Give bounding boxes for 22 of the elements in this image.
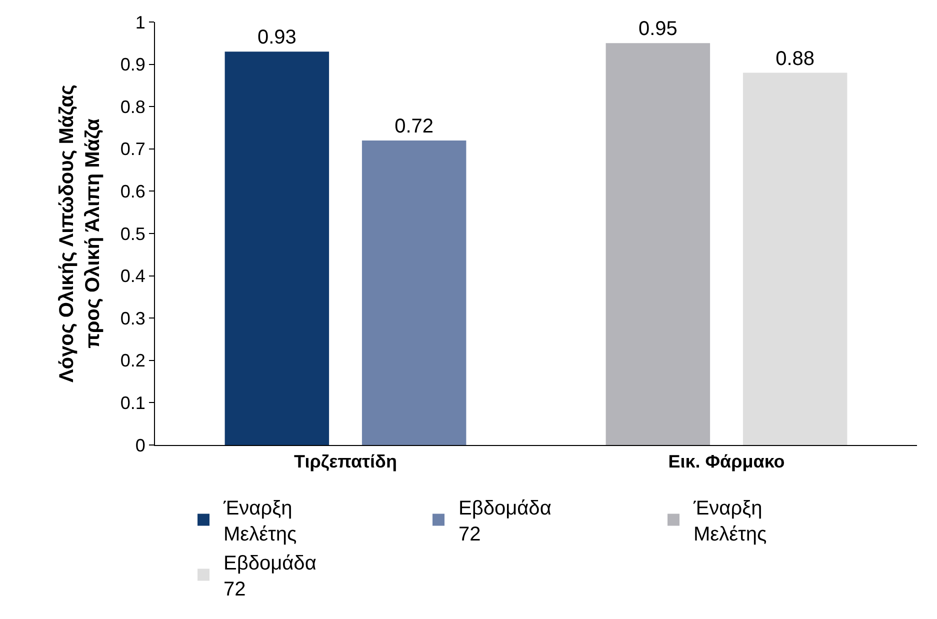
y-tick-label: 0	[135, 435, 146, 456]
legend-label: Έναρξη Μελέτης	[222, 498, 298, 546]
y-tick-label: 1	[135, 12, 146, 32]
data-label: 0.95	[638, 18, 678, 40]
data-label: 0.93	[257, 26, 296, 49]
y-tick-label: 0.1	[120, 393, 146, 413]
y-tick-label: 0.2	[120, 350, 146, 371]
x-tick-label: Εικ. Φάρμακο	[668, 452, 785, 472]
y-tick-label: 0.9	[120, 54, 146, 75]
y-tick-label: 0.7	[120, 139, 146, 160]
y-axis-title: Λόγος Ολικής Λιπώδους Μάζας προς Ολική Άλιπη Μάζα	[56, 84, 104, 382]
legend-label: Έναρξη Μελέτης	[692, 498, 768, 546]
y-tick-label: 0.5	[120, 224, 146, 244]
x-tick-label: Τιρζεπατίδη	[294, 452, 397, 472]
legend-label: Εβδομάδα 72	[458, 498, 552, 546]
data-label: 0.72	[394, 115, 434, 138]
y-tick-label: 0.8	[120, 96, 146, 117]
data-label: 0.88	[776, 48, 815, 70]
y-tick-label: 0.3	[120, 308, 146, 328]
y-tick-label: 0.6	[120, 182, 146, 202]
legend-label: Εβδομάδα 72	[224, 552, 316, 601]
y-tick-label: 0.4	[120, 266, 146, 286]
